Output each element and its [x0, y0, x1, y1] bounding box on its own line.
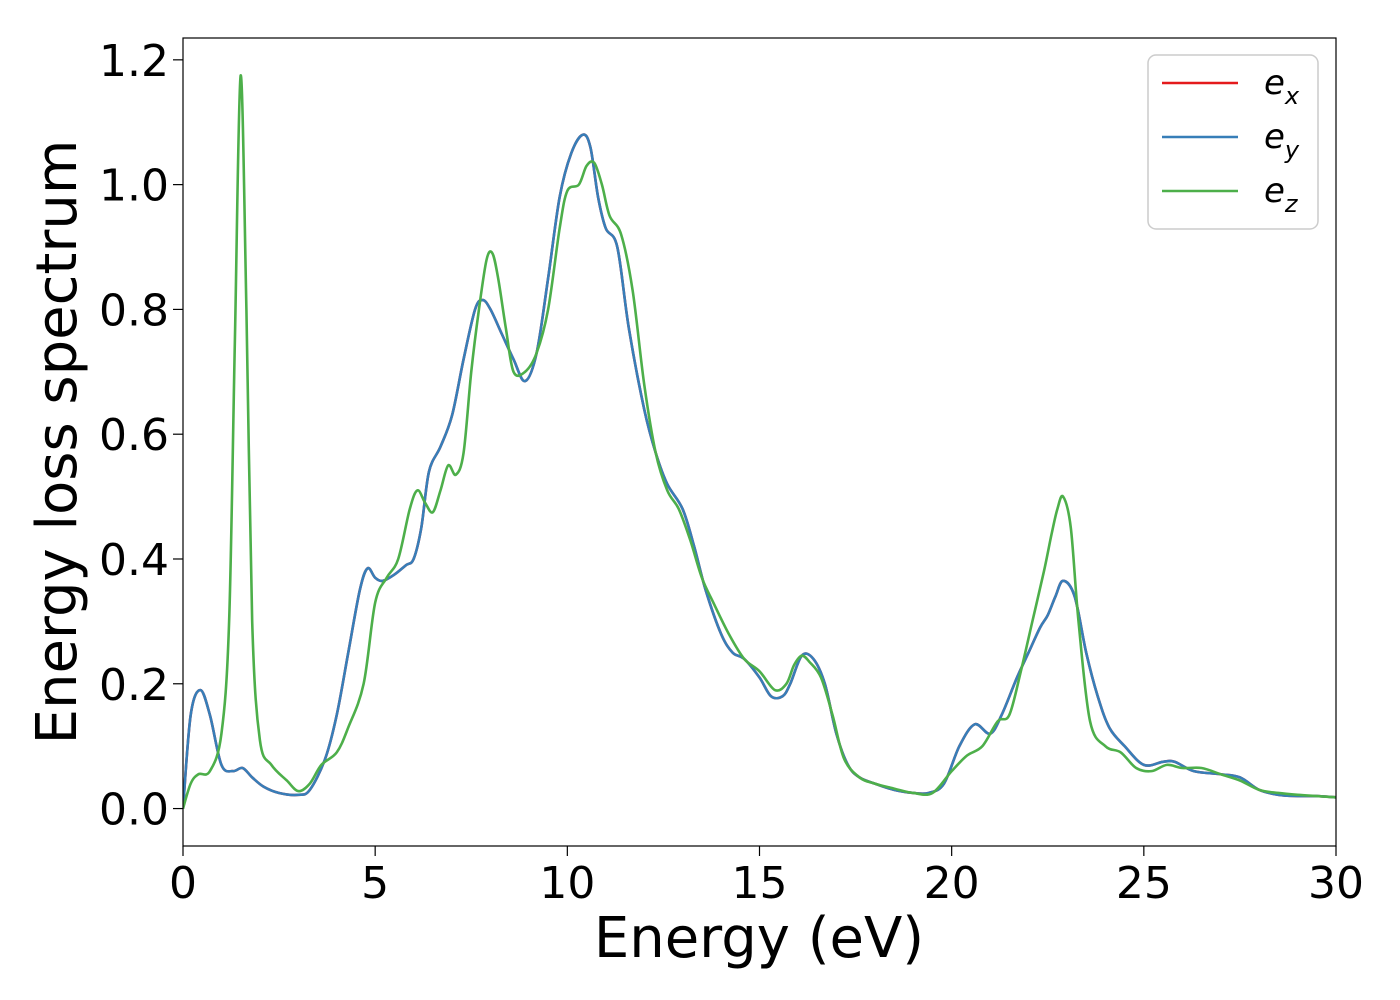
- series-line-ez: [183, 74, 1336, 809]
- legend-label-subscript: y: [1284, 136, 1300, 164]
- x-axis: 0 5 10 15 20 25 30: [169, 846, 1364, 909]
- legend-label-base: e: [1264, 171, 1285, 211]
- y-tick-label: 0.2: [99, 660, 169, 711]
- y-tick-label: 0.4: [99, 535, 169, 586]
- x-axis-label: Energy (eV): [594, 906, 924, 971]
- legend-box: [1147, 54, 1319, 230]
- y-tick-label: 1.0: [99, 161, 169, 212]
- y-tick-label: 0.0: [99, 785, 169, 836]
- legend-label-subscript: z: [1284, 190, 1299, 218]
- series-line-ey: [183, 133, 1336, 809]
- x-tick-label: 30: [1308, 858, 1364, 909]
- x-tick-label: 10: [539, 858, 595, 909]
- legend-label-ex: ex: [1264, 63, 1300, 110]
- y-axis: 0.0 0.2 0.4 0.6 0.8 1.0 1.2: [99, 36, 183, 836]
- y-tick-label: 1.2: [99, 36, 169, 87]
- x-tick-label: 20: [924, 858, 980, 909]
- legend-label-ey: ey: [1264, 117, 1300, 164]
- x-tick-label: 25: [1116, 858, 1172, 909]
- legend-label-base: e: [1264, 63, 1285, 103]
- x-tick-label: 5: [361, 858, 389, 909]
- series-layer: [183, 74, 1336, 809]
- legend-label-subscript: x: [1284, 82, 1300, 110]
- x-tick-label: 15: [732, 858, 788, 909]
- y-axis-label: Energy loss spectrum: [25, 140, 90, 745]
- y-tick-label: 0.6: [99, 410, 169, 461]
- legend-label-ez: ez: [1264, 171, 1299, 218]
- y-tick-label: 0.8: [99, 285, 169, 336]
- x-tick-label: 0: [169, 858, 197, 909]
- legend-label-base: e: [1264, 117, 1285, 157]
